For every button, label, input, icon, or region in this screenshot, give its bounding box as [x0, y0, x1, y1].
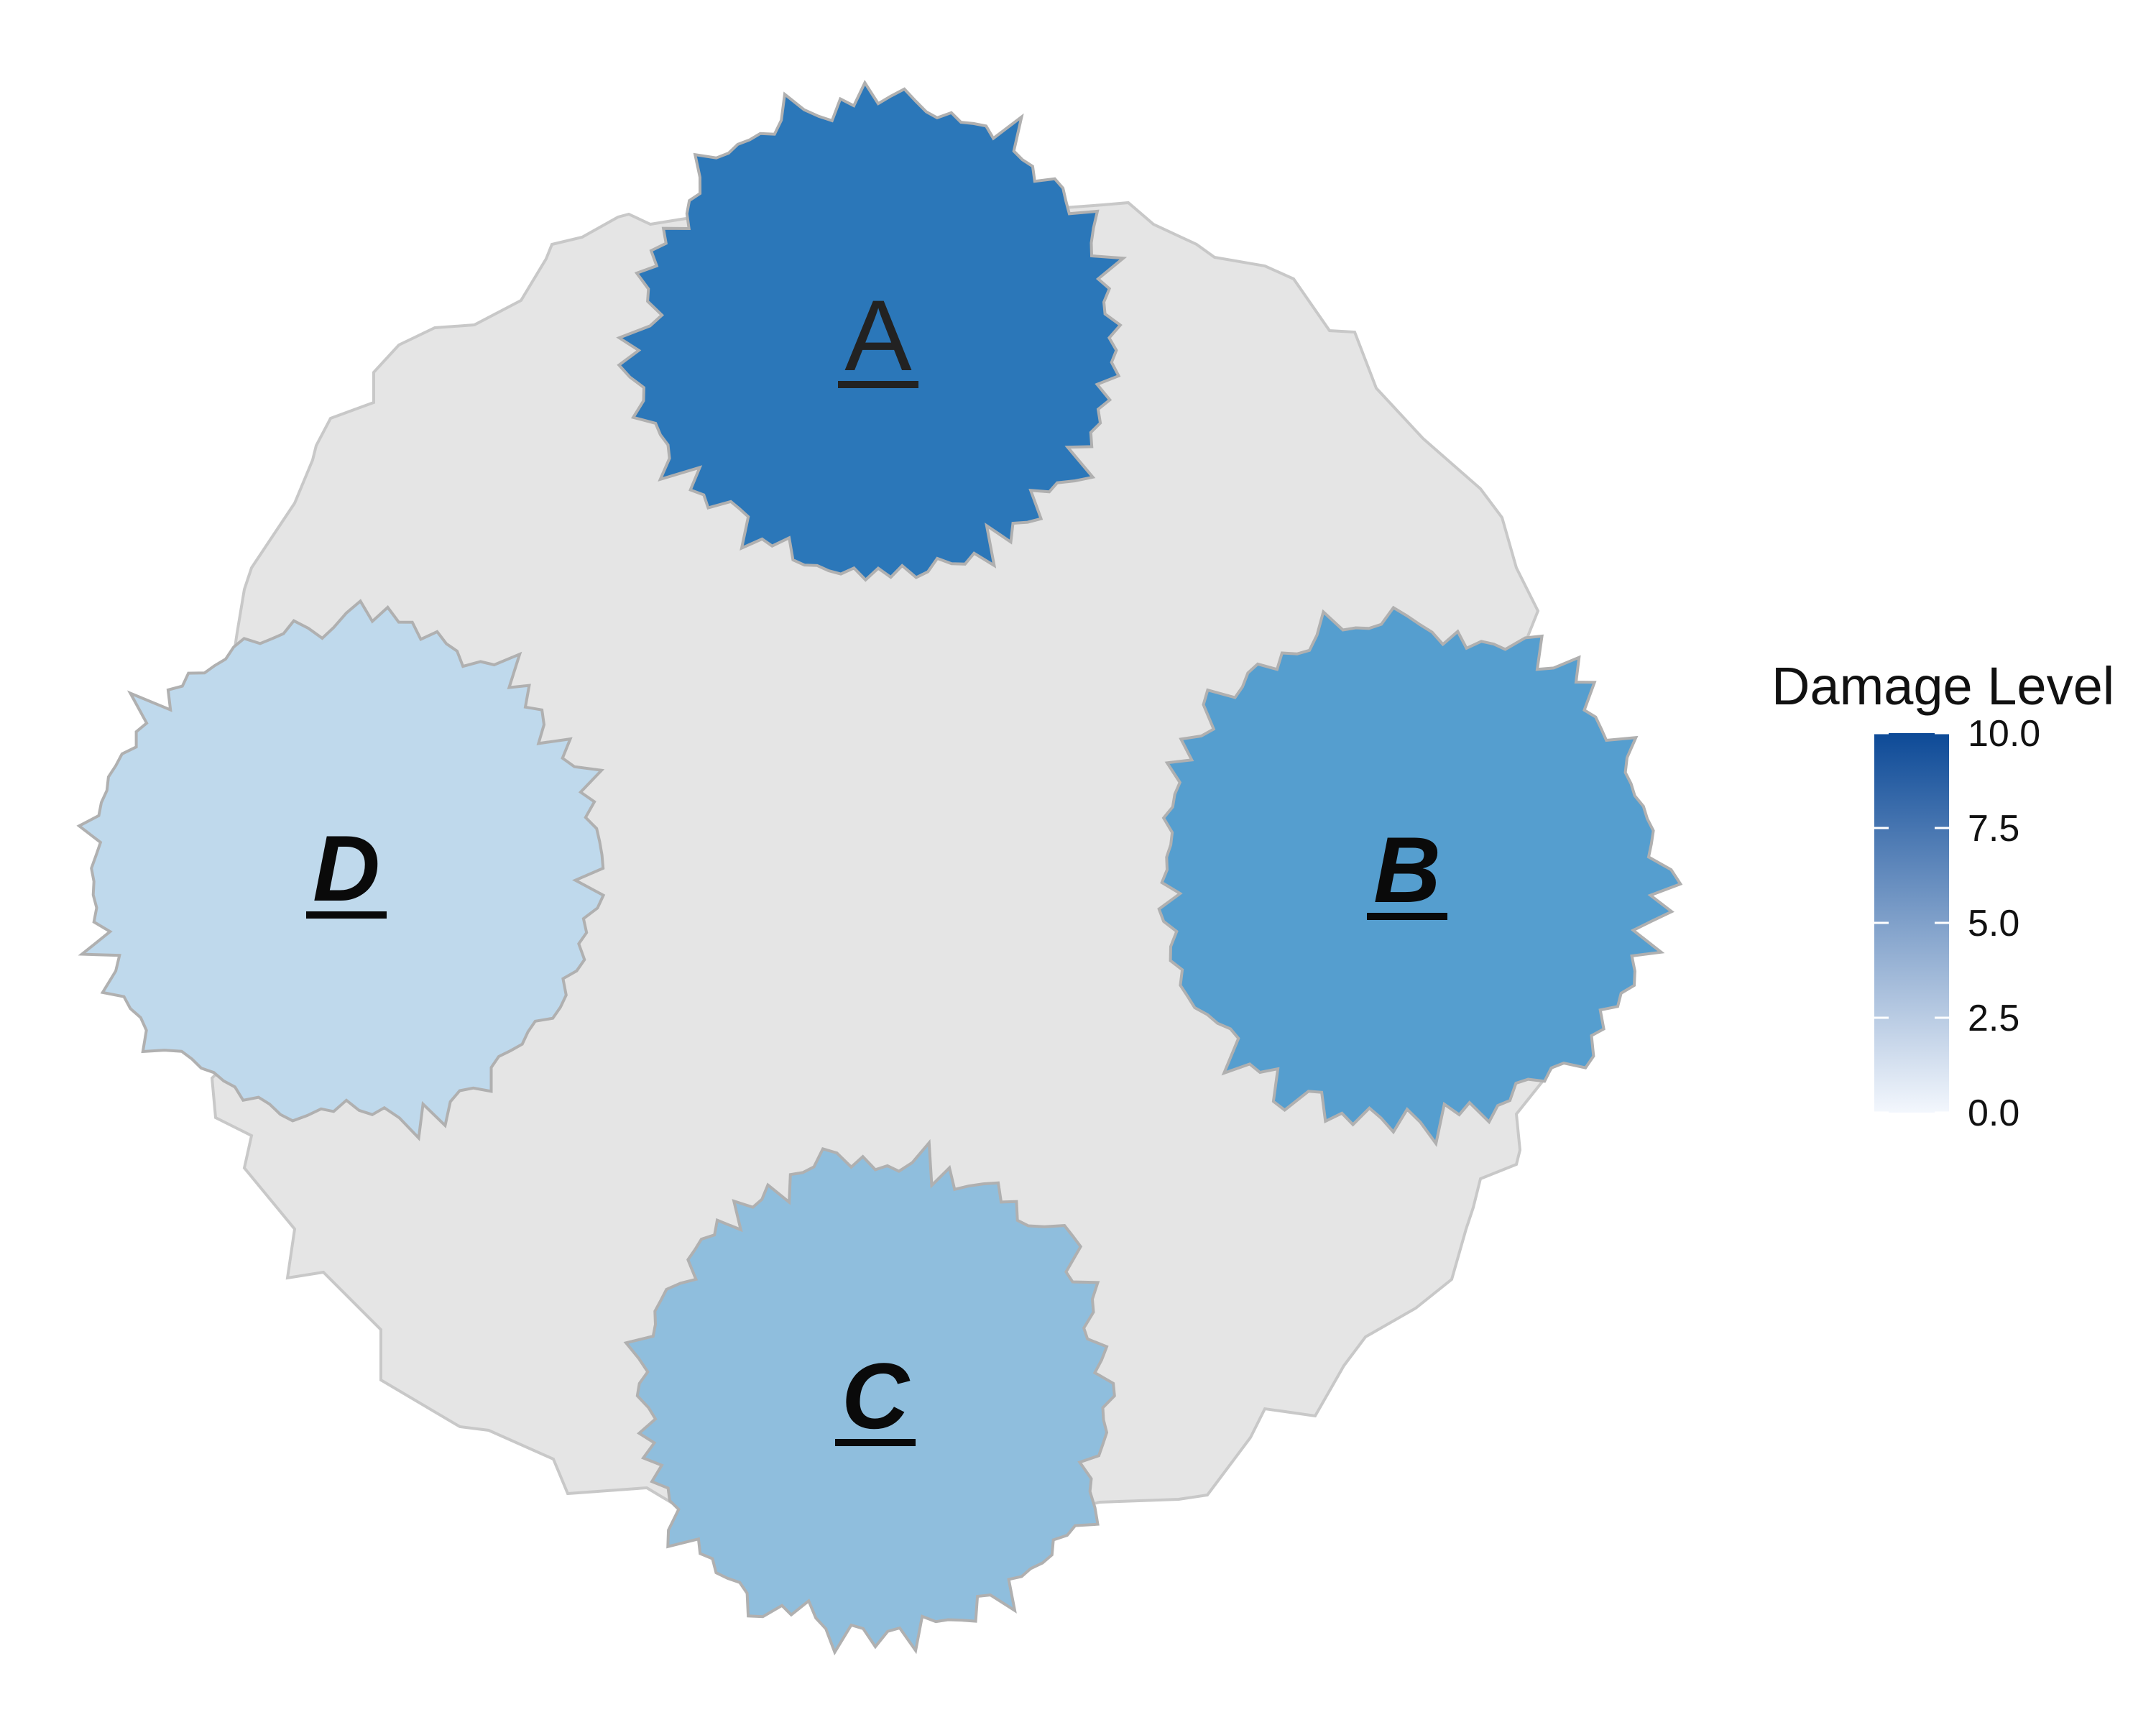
- region-b: [1157, 605, 1683, 1147]
- region-c: [623, 1138, 1116, 1656]
- region-d: [76, 599, 606, 1141]
- region-a: [616, 79, 1128, 582]
- labels-layer: A B C D: [306, 279, 1447, 1448]
- legend-tick-label: 0.0: [1968, 1092, 2019, 1134]
- legend-tick-label: 10.0: [1968, 713, 2040, 755]
- region-label-underline-a: [838, 381, 918, 388]
- legend: Damage Level 10.0 7.5 5.0 2.5 0.0: [1772, 656, 2114, 1134]
- region-label-d: D: [313, 816, 380, 921]
- legend-ticks: 10.0 7.5 5.0 2.5 0.0: [1874, 713, 2040, 1134]
- region-label-a: A: [844, 279, 912, 392]
- region-label-b: B: [1373, 817, 1441, 922]
- legend-tick-label: 5.0: [1968, 903, 2019, 944]
- legend-title: Damage Level: [1772, 656, 2114, 716]
- region-label-underline-d: [306, 911, 387, 919]
- legend-tick-label: 2.5: [1968, 998, 2019, 1039]
- region-label-underline-b: [1367, 913, 1447, 920]
- background-region: [206, 201, 1619, 1544]
- regions-layer: [76, 79, 1683, 1656]
- region-label-underline-c: [835, 1439, 916, 1446]
- legend-tick-label: 7.5: [1968, 808, 2019, 850]
- region-label-c: C: [842, 1343, 911, 1448]
